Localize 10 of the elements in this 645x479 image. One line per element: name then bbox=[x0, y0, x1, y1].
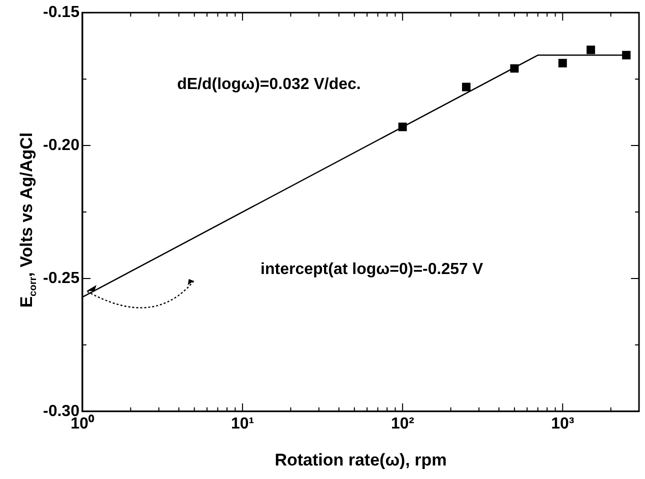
y-tick-label: -0.20 bbox=[43, 136, 80, 154]
y-tick-label: -0.15 bbox=[43, 4, 80, 22]
annotation: intercept(at logω=0)=-0.257 V bbox=[260, 261, 484, 278]
y-tick-label: -0.25 bbox=[43, 270, 80, 287]
x-tick-label: 10⁰ bbox=[70, 414, 94, 432]
x-tick-label: 10¹ bbox=[230, 415, 254, 432]
x-tick-label: 10² bbox=[391, 415, 414, 432]
annotation: dE/d(logω)=0.032 V/dec. bbox=[177, 76, 361, 93]
x-axis-title: Rotation rate(ω), rpm bbox=[274, 450, 447, 470]
x-tick-label: 10³ bbox=[551, 415, 574, 432]
